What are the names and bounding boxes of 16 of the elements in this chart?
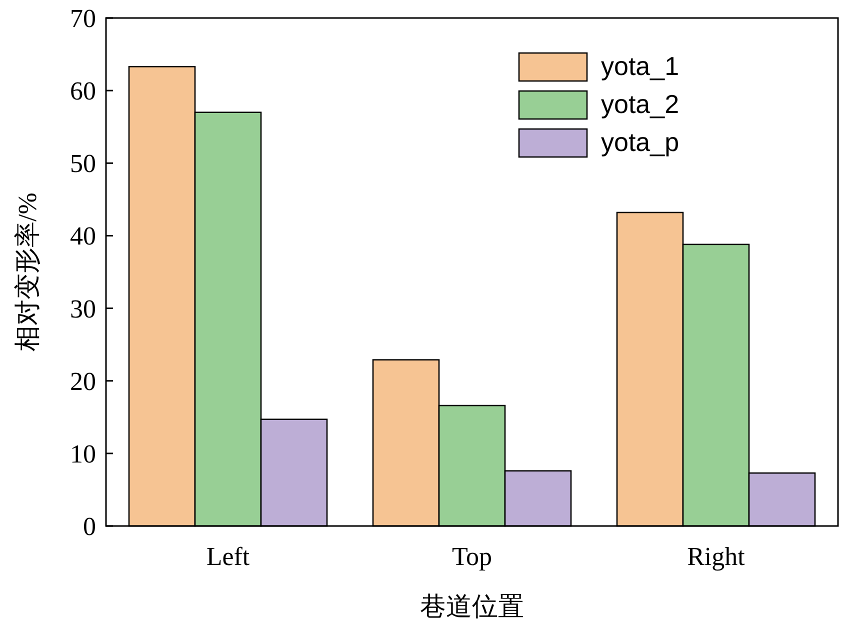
legend-label: yota_1 [601, 51, 680, 81]
x-tick-label: Right [687, 542, 746, 571]
y-tick-label: 0 [83, 512, 96, 541]
legend-label: yota_2 [601, 89, 680, 119]
y-tick-label: 40 [70, 222, 96, 251]
y-tick-label: 10 [70, 439, 96, 468]
y-axis-title: 相对变形率/% [13, 192, 42, 352]
y-tick-label: 20 [70, 366, 96, 396]
y-tick-label: 70 [70, 4, 96, 33]
x-tick-label: Top [452, 542, 492, 571]
x-axis-title: 巷道位置 [420, 592, 524, 621]
legend-label: yota_p [601, 127, 680, 157]
y-tick-label: 50 [70, 149, 96, 178]
y-tick-label: 60 [70, 76, 96, 106]
x-tick-label: Left [206, 542, 250, 571]
y-tick-label: 30 [70, 294, 96, 324]
